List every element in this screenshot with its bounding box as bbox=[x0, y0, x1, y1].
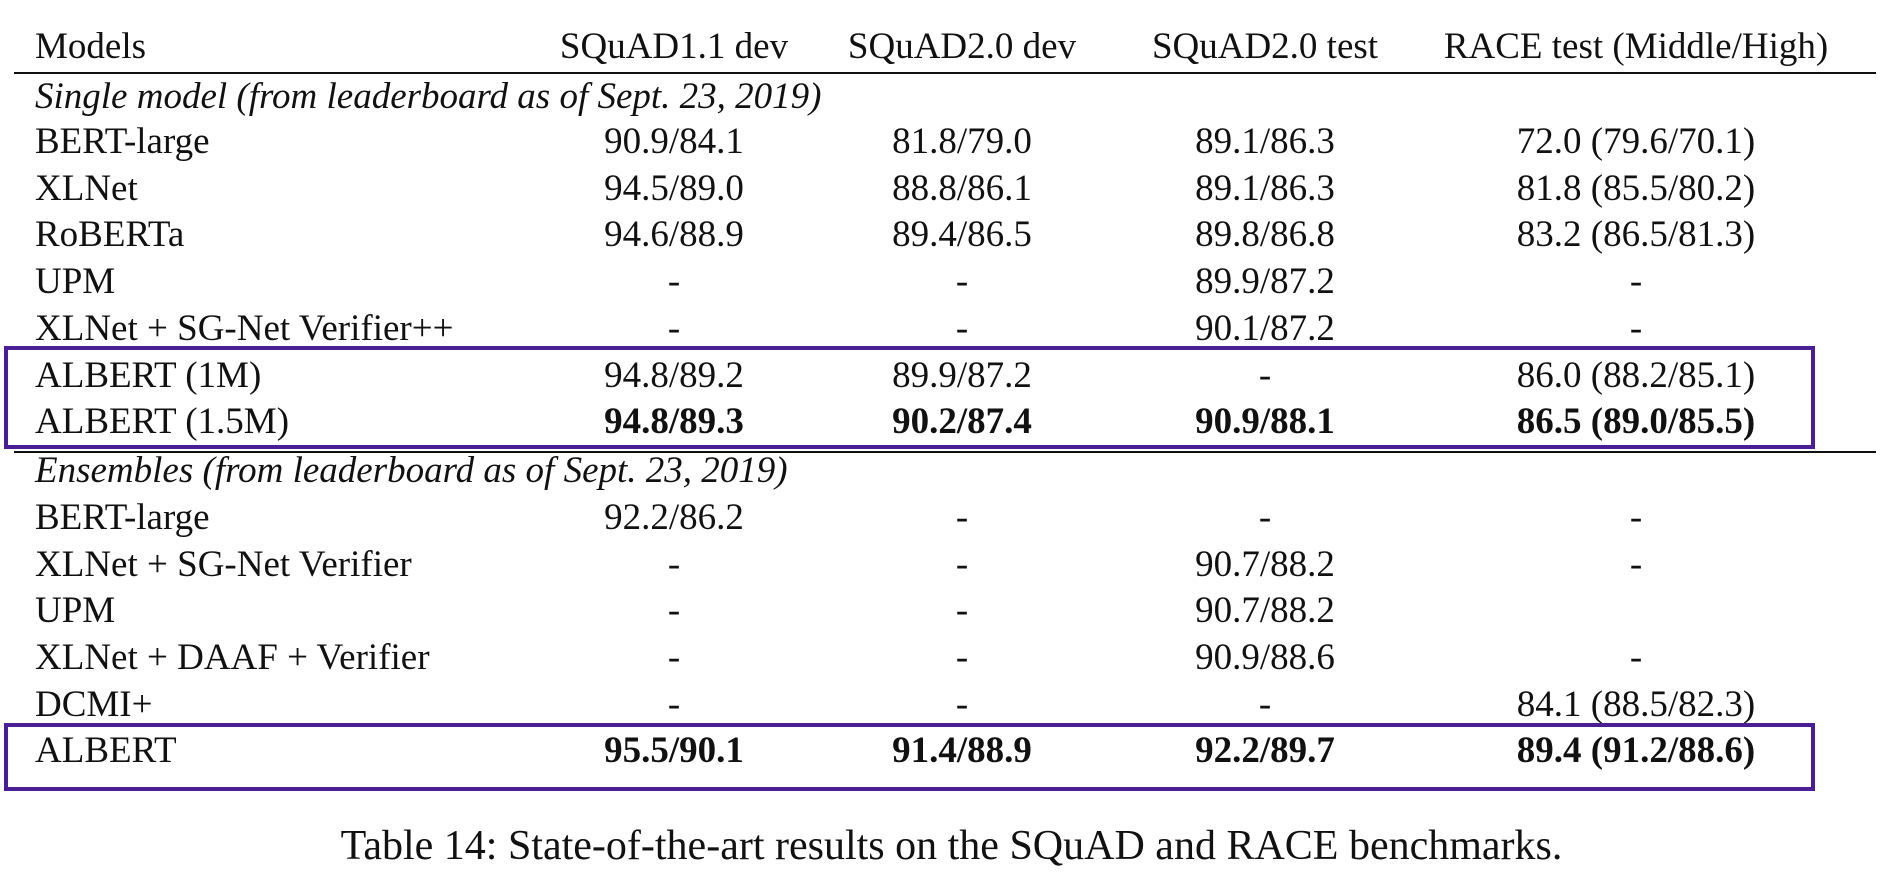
header-rule bbox=[14, 72, 1876, 74]
row-label: BERT-large bbox=[35, 121, 210, 162]
header-squad20-dev: SQuAD2.0 dev bbox=[847, 26, 1077, 67]
table-cell: - bbox=[667, 684, 681, 725]
table-cell: 86.5 (89.0/85.5) bbox=[1516, 401, 1756, 442]
table-cell: - bbox=[955, 308, 969, 349]
table-cell: - bbox=[1629, 544, 1643, 585]
table-cell: 90.7/88.2 bbox=[1195, 590, 1335, 631]
table-cell: - bbox=[1629, 637, 1643, 678]
table-cell: 81.8/79.0 bbox=[892, 121, 1032, 162]
table-cell: - bbox=[667, 544, 681, 585]
table-cell: 81.8 (85.5/80.2) bbox=[1516, 168, 1756, 209]
table-cell: 90.9/88.6 bbox=[1195, 637, 1335, 678]
row-label: XLNet + DAAF + Verifier bbox=[35, 637, 430, 678]
row-label: XLNet + SG-Net Verifier++ bbox=[35, 308, 454, 349]
table-cell: - bbox=[1629, 261, 1643, 302]
table-caption: Table 14: State-of-the-art results on th… bbox=[340, 823, 1563, 869]
table-cell: - bbox=[1629, 497, 1643, 538]
table-cell: 88.8/86.1 bbox=[892, 168, 1032, 209]
table-cell: - bbox=[955, 590, 969, 631]
table-cell: 90.9/84.1 bbox=[604, 121, 744, 162]
table-cell: 89.1/86.3 bbox=[1195, 121, 1335, 162]
table-cell: 94.5/89.0 bbox=[604, 168, 744, 209]
table-cell: 72.0 (79.6/70.1) bbox=[1516, 121, 1756, 162]
albert-single-highlight-box bbox=[4, 346, 1815, 449]
table-cell: 92.2/86.2 bbox=[604, 497, 744, 538]
header-race-test: RACE test (Middle/High) bbox=[1443, 26, 1829, 67]
section-title-ensembles: Ensembles (from leaderboard as of Sept. … bbox=[35, 450, 788, 491]
table-cell: 86.0 (88.2/85.1) bbox=[1516, 355, 1756, 396]
row-label: XLNet bbox=[35, 168, 138, 209]
table-cell: 94.8/89.3 bbox=[604, 401, 744, 442]
table-cell: 89.4/86.5 bbox=[892, 214, 1032, 255]
table-cell: 89.8/86.8 bbox=[1195, 214, 1335, 255]
table-cell: 89.9/87.2 bbox=[892, 355, 1032, 396]
table-cell: - bbox=[955, 637, 969, 678]
row-label: XLNet + SG-Net Verifier bbox=[35, 544, 412, 585]
table-cell: - bbox=[1258, 684, 1272, 725]
table-cell: - bbox=[667, 308, 681, 349]
table-cell: 89.9/87.2 bbox=[1195, 261, 1335, 302]
table-cell: 94.6/88.9 bbox=[604, 214, 744, 255]
table-cell: - bbox=[667, 261, 681, 302]
row-label: ALBERT (1.5M) bbox=[35, 401, 290, 442]
table-cell: 92.2/89.7 bbox=[1195, 730, 1335, 771]
table-cell: - bbox=[1629, 308, 1643, 349]
header-squad20-test: SQuAD2.0 test bbox=[1151, 26, 1379, 67]
table-cell: 89.1/86.3 bbox=[1195, 168, 1335, 209]
table-cell: 83.2 (86.5/81.3) bbox=[1516, 214, 1756, 255]
row-label: RoBERTa bbox=[35, 214, 185, 255]
row-label: ALBERT bbox=[35, 730, 177, 771]
row-label: ALBERT (1M) bbox=[35, 355, 262, 396]
table-cell: 89.4 (91.2/88.6) bbox=[1516, 730, 1756, 771]
table-cell: 90.2/87.4 bbox=[892, 401, 1032, 442]
table-cell: - bbox=[667, 637, 681, 678]
table-cell: 90.9/88.1 bbox=[1195, 401, 1335, 442]
table-cell: 84.1 (88.5/82.3) bbox=[1516, 684, 1756, 725]
table-cell: - bbox=[1258, 355, 1272, 396]
row-label: DCMI+ bbox=[35, 684, 153, 725]
table-cell: - bbox=[667, 590, 681, 631]
table-cell: 90.7/88.2 bbox=[1195, 544, 1335, 585]
table-cell: - bbox=[1258, 497, 1272, 538]
table-cell: 91.4/88.9 bbox=[892, 730, 1032, 771]
table-cell: - bbox=[955, 544, 969, 585]
section-title-single: Single model (from leaderboard as of Sep… bbox=[35, 76, 822, 117]
albert-ensemble-highlight-box bbox=[4, 723, 1815, 791]
table-cell: - bbox=[955, 261, 969, 302]
table-cell: 95.5/90.1 bbox=[604, 730, 744, 771]
table-cell bbox=[1424, 588, 1848, 634]
table-cell: 94.8/89.2 bbox=[604, 355, 744, 396]
row-label: UPM bbox=[35, 261, 116, 302]
table-cell: - bbox=[955, 497, 969, 538]
table-cell: 90.1/87.2 bbox=[1195, 308, 1335, 349]
header-squad11-dev: SQuAD1.1 dev bbox=[559, 26, 789, 67]
table-cell: - bbox=[955, 684, 969, 725]
section-rule bbox=[14, 451, 1876, 453]
row-label: BERT-large bbox=[35, 497, 210, 538]
row-label: UPM bbox=[35, 590, 116, 631]
header-models: Models bbox=[35, 26, 146, 67]
